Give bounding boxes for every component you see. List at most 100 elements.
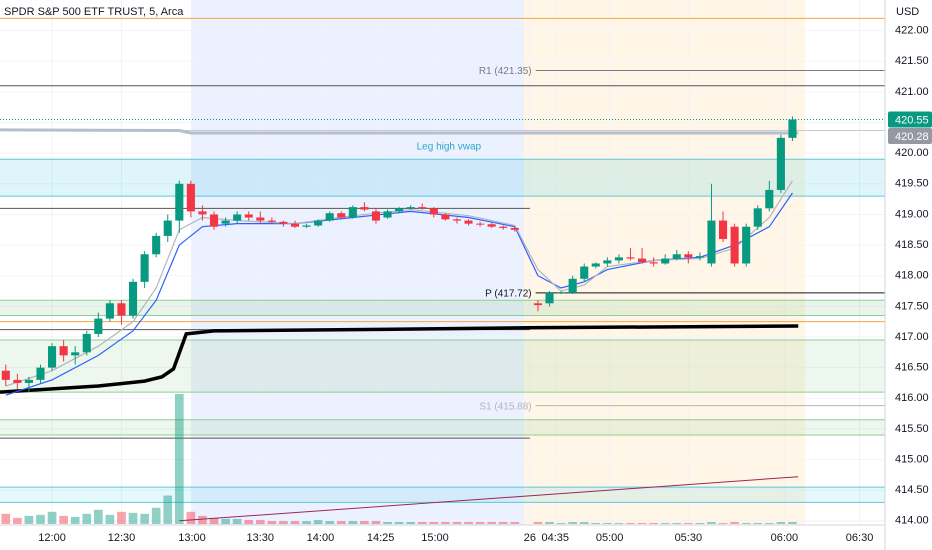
x-tick-label: 12:30	[108, 532, 136, 544]
candle-body	[325, 213, 334, 221]
volume-bar	[741, 522, 751, 524]
annotation: Leg high vwap	[417, 142, 482, 153]
y-tick-label: 419.50	[895, 178, 929, 190]
candle-body	[371, 211, 381, 221]
candle-body	[580, 266, 589, 279]
volume-bar	[788, 521, 797, 524]
volume-bar	[255, 519, 265, 524]
chart-title: SPDR S&P 500 ETF TRUST, 5, Arca	[4, 6, 184, 18]
y-tick-label: 414.00	[895, 515, 929, 527]
candle-body	[71, 352, 80, 356]
candle-body	[383, 211, 392, 218]
x-tick-label: 06:30	[846, 532, 874, 544]
candle-body	[406, 207, 415, 209]
candle-body	[209, 214, 219, 227]
volume-bar	[718, 522, 728, 524]
candle-body	[429, 208, 438, 215]
volume-bar	[13, 517, 22, 524]
candle-body	[337, 213, 346, 218]
candle-body	[591, 263, 600, 267]
price-label: 420.28	[895, 131, 929, 143]
candle-body	[626, 257, 635, 259]
candle-body	[476, 223, 485, 225]
volume-bar	[279, 520, 288, 524]
zone-band	[0, 159, 885, 197]
volume-bar	[174, 394, 184, 524]
volume-bar	[59, 515, 68, 524]
candle-body	[788, 119, 797, 138]
candle-body	[707, 220, 716, 264]
volume-bar	[186, 511, 196, 524]
candle-body	[221, 220, 230, 224]
candle-body	[186, 183, 195, 212]
candle-body	[441, 214, 450, 220]
volume-bar	[290, 520, 300, 524]
candle-body	[395, 208, 404, 212]
candle-body	[730, 226, 739, 264]
price-label: 420.55	[895, 114, 929, 126]
y-tick-label: 419.00	[895, 208, 929, 220]
candle-body	[533, 303, 542, 306]
candle-body	[13, 379, 22, 383]
volume-bar	[348, 520, 358, 524]
volume-bar	[163, 495, 173, 524]
volume-bar	[672, 522, 682, 524]
candle-body	[128, 281, 138, 316]
volume-bar	[406, 521, 416, 524]
candle-body	[48, 346, 57, 368]
volume-bar	[244, 519, 254, 524]
candle-body	[279, 221, 288, 224]
y-tick-label: 421.00	[895, 86, 929, 98]
volume-bar	[579, 521, 589, 524]
zone-band	[0, 300, 885, 316]
pivot-label: S1 (415.88)	[479, 401, 531, 412]
volume-bar	[36, 514, 45, 524]
candle-body	[267, 220, 276, 222]
candle-body	[175, 183, 184, 221]
candle-body	[360, 207, 369, 210]
candle-body	[765, 189, 774, 209]
candle-body	[464, 220, 473, 224]
volume-bar	[730, 521, 739, 524]
session-background	[190, 0, 525, 525]
volume-bar	[475, 521, 485, 524]
volume-bar	[429, 521, 439, 524]
volume-bar	[533, 521, 543, 524]
x-tick-label: 15:00	[421, 532, 449, 544]
zone-band	[0, 419, 885, 436]
candle-body	[603, 260, 612, 264]
y-tick-label: 422.00	[895, 25, 929, 37]
currency: USD	[896, 6, 919, 18]
candle-body	[614, 257, 623, 261]
x-tick-label: 12:00	[38, 532, 66, 544]
candle-body	[256, 217, 265, 221]
volume-bar	[117, 511, 126, 524]
zone-band	[0, 487, 885, 503]
volume-bar	[660, 522, 670, 524]
volume-bar	[105, 514, 115, 524]
candle-body	[452, 219, 462, 221]
y-tick-label: 420.00	[895, 147, 929, 159]
volume-bar	[24, 515, 34, 524]
overlay-line	[0, 128, 799, 135]
volume-bar	[209, 517, 219, 524]
volume-bar	[707, 521, 716, 524]
volume-bar	[545, 521, 554, 524]
zone-band	[0, 340, 885, 393]
volume-bar	[441, 521, 450, 524]
candle-body	[776, 137, 785, 190]
y-tick-label: 415.00	[895, 453, 929, 465]
volume-bar	[683, 522, 693, 524]
volume-bar	[556, 522, 566, 524]
candle-body	[233, 214, 242, 221]
candle-body	[59, 346, 68, 356]
volume-bar	[764, 522, 774, 524]
x-tick-label: 05:30	[675, 532, 703, 544]
volume-bar	[394, 521, 404, 524]
x-tick-label: 06:00	[771, 532, 799, 544]
volume-bar	[637, 522, 647, 524]
candle-body	[314, 220, 323, 226]
candle-body	[510, 227, 519, 230]
